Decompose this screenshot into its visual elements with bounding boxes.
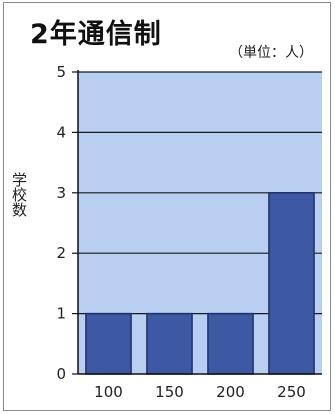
y-tick-label: 5 bbox=[56, 63, 66, 81]
y-tick-label: 4 bbox=[56, 123, 66, 141]
x-tick-label: 250 bbox=[277, 383, 306, 401]
x-tick-label: 100 bbox=[94, 383, 123, 401]
chart-title: 2年通信制 bbox=[30, 19, 162, 50]
x-tick-label: 200 bbox=[216, 383, 245, 401]
y-tick-label: 1 bbox=[56, 305, 66, 323]
y-tick-label: 0 bbox=[56, 365, 66, 383]
bar bbox=[207, 312, 254, 375]
bar bbox=[268, 192, 315, 375]
y-tick-label: 3 bbox=[56, 184, 66, 202]
x-tick-label: 150 bbox=[155, 383, 184, 401]
bar bbox=[146, 312, 193, 375]
y-tick-label: 2 bbox=[56, 244, 66, 262]
bar bbox=[85, 312, 132, 375]
unit-note: （単位：人） bbox=[229, 45, 313, 61]
